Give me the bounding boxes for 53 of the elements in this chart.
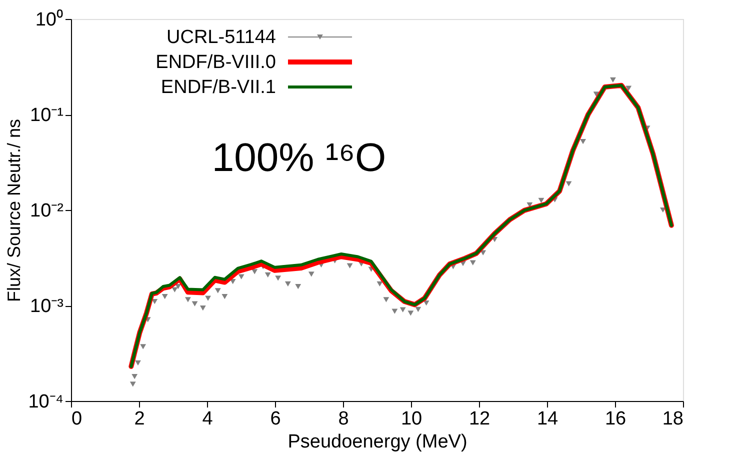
point: [580, 139, 586, 144]
point: [238, 274, 244, 280]
point: [162, 294, 168, 300]
point: [275, 276, 282, 281]
x-tick-label: 16: [604, 408, 626, 430]
point: [130, 382, 136, 387]
y-tick-label: 10⁻²: [30, 200, 64, 222]
point: [408, 310, 414, 316]
point: [610, 77, 616, 83]
y-tick-label: 10⁻³: [30, 296, 64, 317]
point: [383, 297, 390, 302]
point: [566, 181, 572, 186]
point: [135, 360, 141, 366]
x-axis-title: Pseudoenergy (MeV): [288, 432, 468, 452]
point: [264, 272, 271, 278]
x-tick-label: 4: [202, 408, 214, 430]
x-tick-label: 10: [400, 408, 422, 430]
x-tick-label: 18: [662, 408, 684, 430]
point: [252, 269, 258, 274]
legend-label: UCRL-51144: [166, 27, 276, 48]
point: [376, 281, 383, 287]
point: [222, 294, 228, 300]
point: [214, 288, 221, 294]
x-tick-label: 8: [338, 408, 349, 430]
point: [284, 281, 291, 287]
x-tick-label: 12: [468, 408, 490, 430]
point: [200, 306, 206, 311]
legend-label: ENDF/B-VII.1: [160, 77, 276, 98]
point: [415, 306, 422, 312]
y-axis-title: Flux/ Source Neutr./ ns: [4, 118, 24, 302]
x-tick-label: 6: [270, 408, 281, 430]
point: [346, 263, 353, 268]
y-tick-label: 10⁻¹: [30, 105, 64, 126]
point: [192, 301, 198, 306]
point: [392, 308, 398, 314]
legend-label: ENDF/B-VIII.0: [156, 52, 276, 73]
point: [470, 260, 476, 266]
point: [626, 86, 632, 91]
point: [295, 284, 302, 290]
x-tick-label: 2: [134, 408, 145, 430]
point: [172, 287, 178, 292]
point: [140, 344, 146, 350]
point: [132, 374, 138, 380]
point: [185, 297, 191, 302]
annotation: 100% ¹⁶O: [212, 136, 386, 180]
y-tick-label: 10⁰: [35, 8, 64, 30]
point: [400, 307, 406, 312]
point: [205, 296, 211, 301]
point: [538, 198, 544, 203]
y-tick-label: 10⁻⁴: [28, 392, 64, 412]
x-tick-label: 0: [72, 408, 82, 430]
point: [308, 272, 314, 277]
x-tick-label: 14: [536, 408, 558, 430]
